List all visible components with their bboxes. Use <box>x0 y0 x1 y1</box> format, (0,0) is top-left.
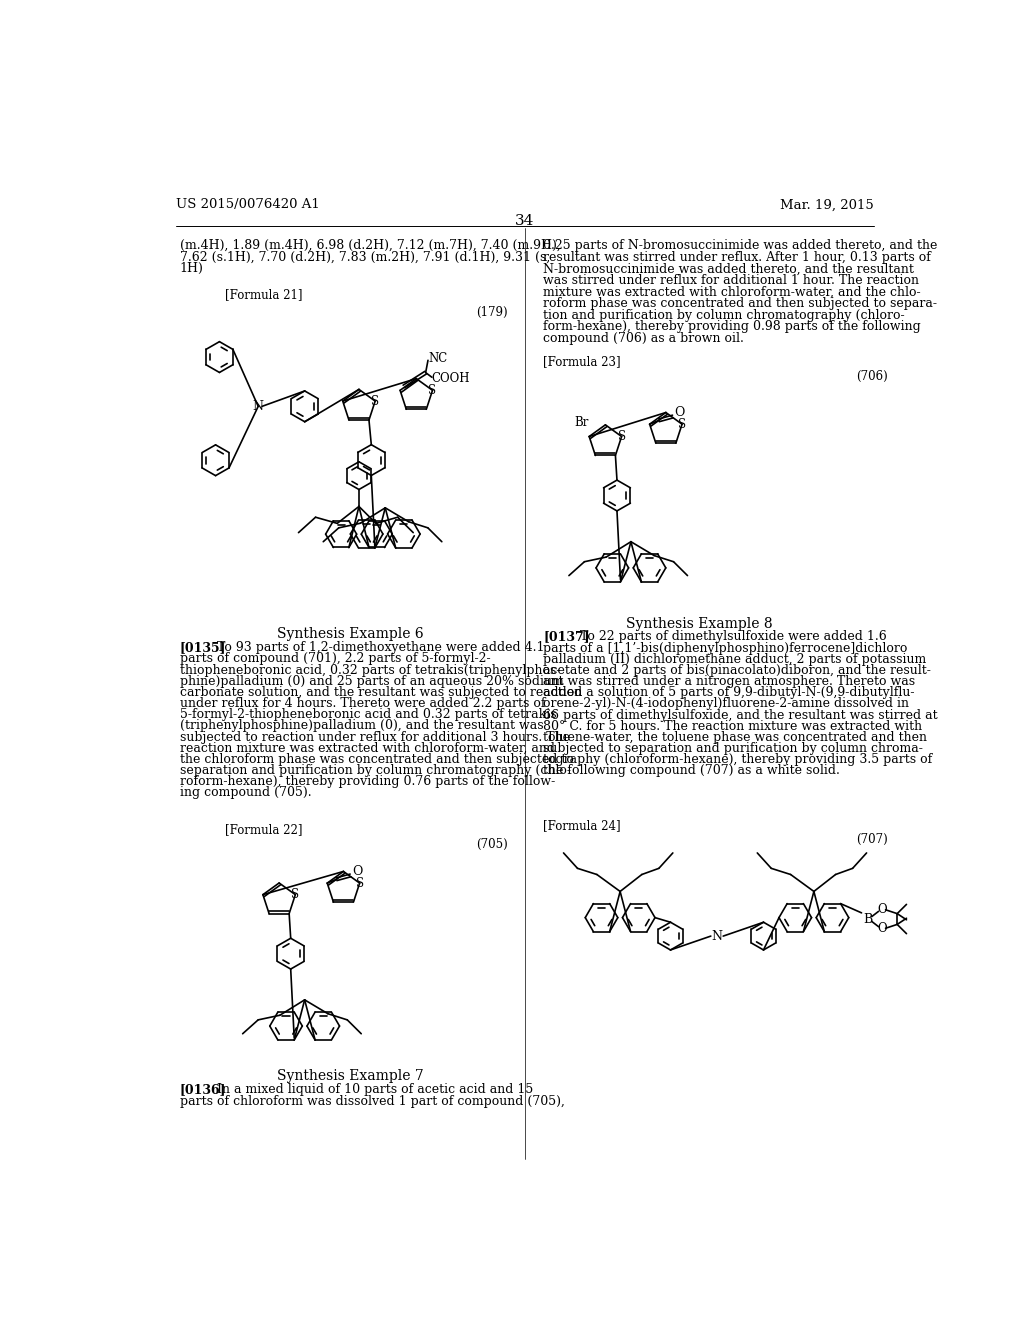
Text: compound (706) as a brown oil.: compound (706) as a brown oil. <box>544 331 744 345</box>
Text: O: O <box>877 921 887 935</box>
Text: resultant was stirred under reflux. After 1 hour, 0.13 parts of: resultant was stirred under reflux. Afte… <box>544 251 931 264</box>
Text: 66 parts of dimethylsulfoxide, and the resultant was stirred at: 66 parts of dimethylsulfoxide, and the r… <box>544 709 938 722</box>
Text: acetate and 2 parts of bis(pinacolato)diboron, and the result-: acetate and 2 parts of bis(pinacolato)di… <box>544 664 931 677</box>
Text: Synthesis Example 7: Synthesis Example 7 <box>278 1069 424 1084</box>
Text: thiopheneboronic acid, 0.32 parts of tetrakis(triphenylphos-: thiopheneboronic acid, 0.32 parts of tet… <box>180 664 560 677</box>
Text: B: B <box>863 912 872 925</box>
Text: Synthesis Example 6: Synthesis Example 6 <box>278 627 424 640</box>
Text: orene-2-yl)-N-(4-iodophenyl)fluorene-2-amine dissolved in: orene-2-yl)-N-(4-iodophenyl)fluorene-2-a… <box>544 697 909 710</box>
Text: ing compound (705).: ing compound (705). <box>180 787 311 800</box>
Text: [0135]: [0135] <box>180 642 226 655</box>
Text: Mar. 19, 2015: Mar. 19, 2015 <box>780 198 873 211</box>
Text: the following compound (707) as a white solid.: the following compound (707) as a white … <box>544 764 841 777</box>
Text: To 22 parts of dimethylsulfoxide were added 1.6: To 22 parts of dimethylsulfoxide were ad… <box>568 631 887 643</box>
Text: mixture was extracted with chloroform-water, and the chlo-: mixture was extracted with chloroform-wa… <box>544 285 921 298</box>
Text: 0.25 parts of N-bromosuccinimide was added thereto, and the: 0.25 parts of N-bromosuccinimide was add… <box>544 239 938 252</box>
Text: toluene-water, the toluene phase was concentrated and then: toluene-water, the toluene phase was con… <box>544 731 928 744</box>
Text: 5-formyl-2-thiopheneboronic acid and 0.32 parts of tetrakis: 5-formyl-2-thiopheneboronic acid and 0.3… <box>180 708 557 721</box>
Text: To 93 parts of 1,2-dimethoxyethane were added 4.1: To 93 parts of 1,2-dimethoxyethane were … <box>205 642 544 655</box>
Text: S: S <box>678 417 686 430</box>
Text: O: O <box>675 407 685 420</box>
Text: parts of a [1,1’-bis(diphenylphosphino)ferrocene]dichloro: parts of a [1,1’-bis(diphenylphosphino)f… <box>544 642 907 655</box>
Text: the chloroform phase was concentrated and then subjected to: the chloroform phase was concentrated an… <box>180 752 573 766</box>
Text: [Formula 24]: [Formula 24] <box>544 818 621 832</box>
Text: S: S <box>428 384 436 397</box>
Text: separation and purification by column chromatography (chlo-: separation and purification by column ch… <box>180 764 571 777</box>
Text: roform-hexane), thereby providing 0.76 parts of the follow-: roform-hexane), thereby providing 0.76 p… <box>180 775 555 788</box>
Text: 7.62 (s.1H), 7.70 (d.2H), 7.83 (m.2H), 7.91 (d.1H), 9.31 (s,: 7.62 (s.1H), 7.70 (d.2H), 7.83 (m.2H), 7… <box>180 251 550 264</box>
Text: S: S <box>617 430 626 444</box>
Text: ant was stirred under a nitrogen atmosphere. Thereto was: ant was stirred under a nitrogen atmosph… <box>544 675 915 688</box>
Text: roform phase was concentrated and then subjected to separa-: roform phase was concentrated and then s… <box>544 297 937 310</box>
Text: parts of chloroform was dissolved 1 part of compound (705),: parts of chloroform was dissolved 1 part… <box>180 1094 565 1107</box>
Text: NC: NC <box>428 352 447 366</box>
Text: US 2015/0076420 A1: US 2015/0076420 A1 <box>176 198 319 211</box>
Text: [Formula 21]: [Formula 21] <box>225 288 302 301</box>
Text: (179): (179) <box>476 306 508 319</box>
Text: [Formula 22]: [Formula 22] <box>225 822 302 836</box>
Text: was stirred under reflux for additional 1 hour. The reaction: was stirred under reflux for additional … <box>544 275 920 286</box>
Text: S: S <box>355 876 364 890</box>
Text: In a mixed liquid of 10 parts of acetic acid and 15: In a mixed liquid of 10 parts of acetic … <box>205 1084 532 1096</box>
Text: (triphenylphosphine)palladium (0), and the resultant was: (triphenylphosphine)palladium (0), and t… <box>180 719 544 733</box>
Text: subjected to separation and purification by column chroma-: subjected to separation and purification… <box>544 742 924 755</box>
Text: O: O <box>877 903 887 916</box>
Text: tion and purification by column chromatography (chloro-: tion and purification by column chromato… <box>544 309 905 322</box>
Text: under reflux for 4 hours. Thereto were added 2.2 parts of: under reflux for 4 hours. Thereto were a… <box>180 697 546 710</box>
Text: [0137]: [0137] <box>544 631 590 643</box>
Text: [Formula 23]: [Formula 23] <box>544 355 621 368</box>
Text: [0136]: [0136] <box>180 1084 226 1096</box>
Text: added a solution of 5 parts of 9,9-dibutyl-N-(9,9-dibutylflu-: added a solution of 5 parts of 9,9-dibut… <box>544 686 914 700</box>
Text: subjected to reaction under reflux for additional 3 hours. The: subjected to reaction under reflux for a… <box>180 730 570 743</box>
Text: parts of compound (701), 2.2 parts of 5-formyl-2-: parts of compound (701), 2.2 parts of 5-… <box>180 652 490 665</box>
Text: tography (chloroform-hexane), thereby providing 3.5 parts of: tography (chloroform-hexane), thereby pr… <box>544 754 933 766</box>
Text: (m.4H), 1.89 (m.4H), 6.98 (d.2H), 7.12 (m.7H), 7.40 (m.9H),: (m.4H), 1.89 (m.4H), 6.98 (d.2H), 7.12 (… <box>180 239 561 252</box>
Text: phine)palladium (0) and 25 parts of an aqueous 20% sodium: phine)palladium (0) and 25 parts of an a… <box>180 675 563 688</box>
Text: S: S <box>291 888 299 902</box>
Text: COOH: COOH <box>432 372 470 385</box>
Text: 34: 34 <box>515 214 535 228</box>
Text: form-hexane), thereby providing 0.98 parts of the following: form-hexane), thereby providing 0.98 par… <box>544 321 922 333</box>
Text: 80° C. for 5 hours. The reaction mixture was extracted with: 80° C. for 5 hours. The reaction mixture… <box>544 719 923 733</box>
Text: S: S <box>371 395 379 408</box>
Text: carbonate solution, and the resultant was subjected to reaction: carbonate solution, and the resultant wa… <box>180 686 583 698</box>
Text: N: N <box>712 929 723 942</box>
Text: reaction mixture was extracted with chloroform-water, and: reaction mixture was extracted with chlo… <box>180 742 555 755</box>
Text: (707): (707) <box>856 833 888 846</box>
Text: Synthesis Example 8: Synthesis Example 8 <box>626 616 772 631</box>
Text: N-bromosuccinimide was added thereto, and the resultant: N-bromosuccinimide was added thereto, an… <box>544 263 914 276</box>
Text: 1H): 1H) <box>180 263 204 276</box>
Text: Br: Br <box>574 416 589 429</box>
Text: (705): (705) <box>476 838 508 850</box>
Text: palladium (II) dichloromethane adduct, 2 parts of potassium: palladium (II) dichloromethane adduct, 2… <box>544 653 927 665</box>
Text: O: O <box>352 865 362 878</box>
Text: (706): (706) <box>856 370 888 383</box>
Text: N: N <box>253 400 264 413</box>
